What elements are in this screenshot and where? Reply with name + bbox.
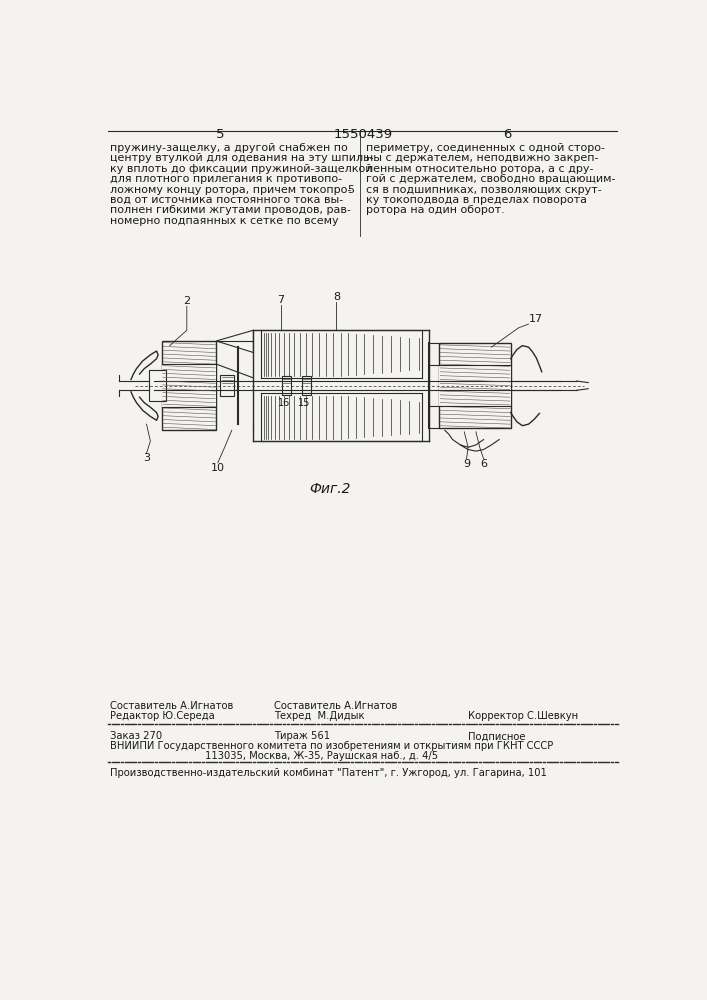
Text: пружину-защелку, а другой снабжен по: пружину-защелку, а другой снабжен по [110,143,348,153]
Text: гой с держателем, свободно вращающим-: гой с держателем, свободно вращающим- [366,174,615,184]
Text: Корректор С.Шевкун: Корректор С.Шевкун [468,711,578,721]
Text: Тираж 561: Тираж 561 [274,731,330,741]
Text: Составитель А.Игнатов: Составитель А.Игнатов [110,701,233,711]
Text: 8: 8 [333,292,340,302]
Text: ны с держателем, неподвижно закреп-: ны с держателем, неподвижно закреп- [366,153,598,163]
Text: ку токоподвода в пределах поворота: ку токоподвода в пределах поворота [366,195,587,205]
Text: Фиг.2: Фиг.2 [309,482,351,496]
Text: ся в подшипниках, позволяющих скрут-: ся в подшипниках, позволяющих скрут- [366,185,602,195]
Text: Производственно-издательский комбинат "Патент", г. Ужгород, ул. Гагарина, 101: Производственно-издательский комбинат "П… [110,768,547,778]
Text: Составитель А.Игнатов: Составитель А.Игнатов [274,701,398,711]
Text: ложному концу ротора, причем токопро-: ложному концу ротора, причем токопро- [110,185,351,195]
Text: номерно подпаянных к сетке по всему: номерно подпаянных к сетке по всему [110,216,339,226]
Bar [149,370,166,401]
Text: 17: 17 [529,314,543,324]
Text: 9: 9 [463,459,470,469]
Text: 16: 16 [278,398,290,408]
Text: 5: 5 [216,128,224,141]
Text: ленным относительно ротора, а с дру-: ленным относительно ротора, а с дру- [366,164,593,174]
Text: 15: 15 [298,398,311,408]
Text: полнен гибкими жгутами проводов, рав-: полнен гибкими жгутами проводов, рав- [110,205,351,215]
Text: вод от источника постоянного тока вы-: вод от источника постоянного тока вы- [110,195,344,205]
Bar [162,364,216,407]
Text: 10: 10 [211,463,225,473]
Text: периметру, соединенных с одной сторо-: периметру, соединенных с одной сторо- [366,143,604,153]
Bar [282,376,291,395]
Bar [301,376,311,395]
Text: 2: 2 [183,296,190,306]
Text: ку вплоть до фиксации пружиной-защелкой: ку вплоть до фиксации пружиной-защелкой [110,164,373,174]
Text: 5: 5 [348,185,355,195]
Text: Редактор Ю.Середа: Редактор Ю.Середа [110,711,215,721]
Text: 113035, Москва, Ж-35, Раушская наб., д. 4/5: 113035, Москва, Ж-35, Раушская наб., д. … [204,751,438,761]
Text: 6: 6 [503,128,511,141]
Text: ротора на один оборот.: ротора на один оборот. [366,205,505,215]
Bar [440,365,510,406]
Text: Подписное: Подписное [468,731,525,741]
Text: центру втулкой для одевания на эту шпиль-: центру втулкой для одевания на эту шпиль… [110,153,374,163]
Text: 1550439: 1550439 [333,128,392,141]
Polygon shape [216,330,253,353]
Text: ВНИИПИ Государственного комитета по изобретениям и открытиям при ГКНТ СССР: ВНИИПИ Государственного комитета по изоб… [110,741,554,751]
Text: Техред  М.Дидык: Техред М.Дидык [274,711,365,721]
Text: для плотного прилегания к противопо-: для плотного прилегания к противопо- [110,174,342,184]
Text: 6: 6 [480,459,487,469]
Text: Заказ 270: Заказ 270 [110,731,162,741]
Text: 7: 7 [277,295,284,305]
Text: 3: 3 [143,453,150,463]
Bar [162,341,216,430]
Bar [220,375,234,396]
Bar [440,343,510,428]
